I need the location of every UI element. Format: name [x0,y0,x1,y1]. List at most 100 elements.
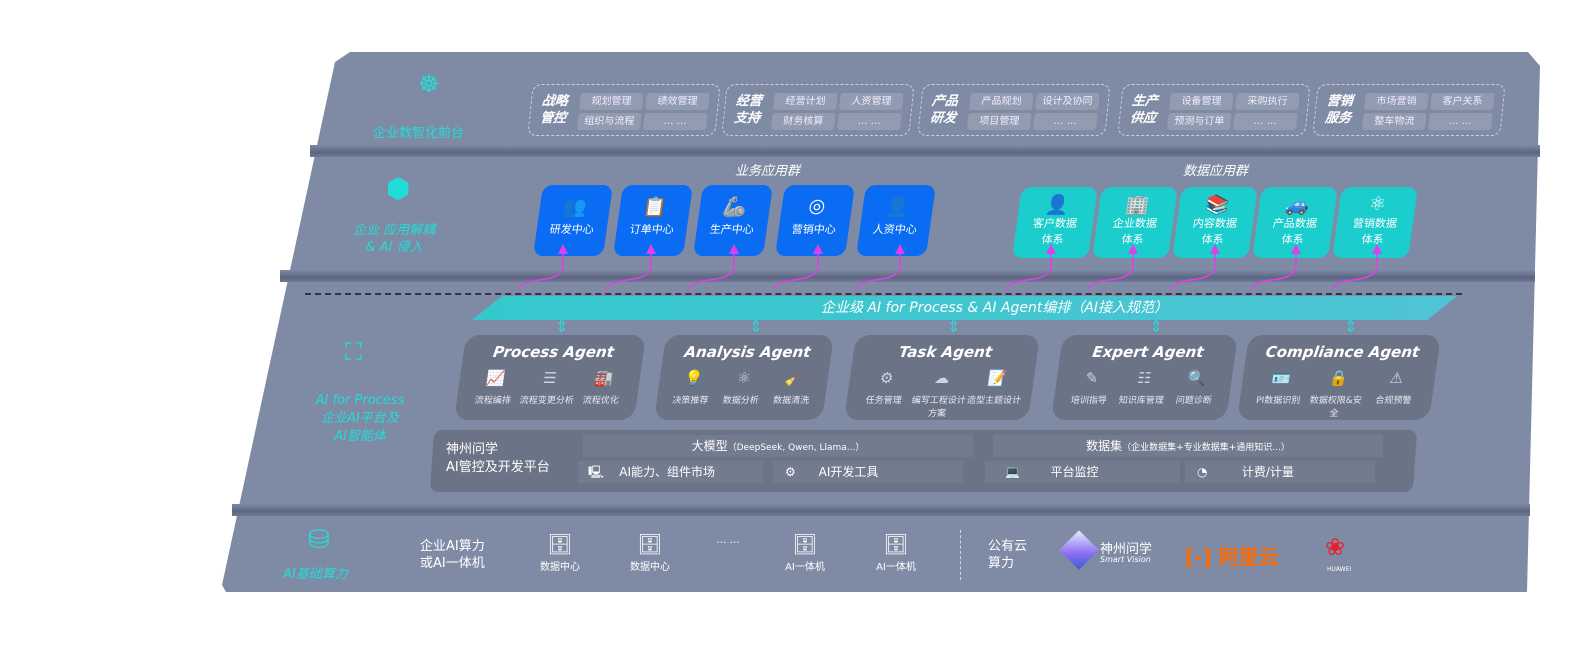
monitoring-bar[interactable]: 💻 平台监控 [985,461,1180,483]
ai-layer-label: AI for Process [315,393,405,408]
compute-layer-label: AI基础算力 [283,567,348,582]
connector-link [1250,248,1297,291]
layer-divider [310,145,1540,157]
arrowhead [895,244,905,254]
server-label: 数据中心 [630,562,670,573]
server-icon: 🗄 [637,532,663,556]
aliyun-logo: [-] 阿里云 [1185,545,1279,569]
agent-capability: 🏭 流程优化 [570,369,635,406]
front-layer-label: 企业数智化前台 [373,126,465,141]
component-market-bar[interactable]: 🖳 AI能力、组件市场 [578,461,763,483]
dev-tools-bar[interactable]: ⚙ AI开发工具 [773,461,963,483]
agent-card[interactable]: Analysis Agent 💡 决策推荐 ⚛ 数据分析 🧹 数据清洗 [654,335,834,420]
capability-label: 数据分析 [721,396,760,406]
component-market-icon: 🖳 [588,465,605,479]
bidirectional-arrow-icon: ⇕ [947,317,961,336]
aliyun-logo-text: 阿里云 [1218,545,1279,569]
connector-link [688,248,735,291]
capability-label: 培训指导 [1069,396,1108,406]
billing-label: 计费/计量 [1241,465,1294,479]
capability-label: 知识库管理 [1117,396,1165,406]
divider [960,530,961,580]
face-scan-icon: ⛶ [345,338,362,366]
bidirectional-arrow-icon: ⇕ [1344,317,1358,336]
dev-tools-icon: ⚙ [785,465,796,479]
shenzhou-logo-sub: Smart Vision [1100,555,1151,564]
dataset-note: （企业数据集+专业数据集+通用知识...） [1122,443,1290,453]
capability-icon: 🔍 [1186,369,1208,387]
arrowhead [1291,244,1301,254]
arrowhead [1372,244,1382,254]
capability-label: 流程变更分析 [518,396,575,406]
capability-label: 编写工程设计方案 [910,396,967,419]
component-market-label: AI能力、组件市场 [619,465,716,479]
arrowhead [1128,244,1138,254]
agent-capability: 📝 造型主题设计 [963,369,1028,406]
huawei-logo-text: HUAWEI [1327,566,1352,573]
connector-link [1331,248,1378,291]
capability-label: PI数据识别 [1255,396,1301,406]
server-label: … … [716,535,740,546]
agent-card[interactable]: Expert Agent ✎ 培训指导 ☷ 知识库管理 🔍 问题诊断 [1051,335,1238,420]
brain-icon: ☸ [418,70,440,98]
server-icon: 🗄 [883,532,909,556]
capability-label: 数据清洗 [772,396,810,406]
dataset-label: 数据集 [1086,439,1123,453]
arrowhead [729,244,739,254]
enterprise-compute-label: 或AI一体机 [420,556,485,571]
arrowhead [1046,244,1056,254]
gauge-icon: ◔ [1197,465,1208,479]
boundary-line [305,293,1462,295]
laptop-icon: 💻 [1005,465,1020,479]
server-item: 🗄 AI一体机 [866,532,926,573]
capability-label: 流程优化 [581,396,620,406]
agent-title: Analysis Agent [683,343,812,361]
capability-label: 造型主题设计 [966,396,1022,406]
platform-title: 神州问学 [446,442,499,457]
capability-label: 流程编排 [473,396,512,406]
connector-link [1005,248,1052,291]
server-label: AI一体机 [785,562,825,573]
agent-title: Task Agent [897,343,994,361]
layer-divider [232,504,1530,516]
platform-title: AI管控及开发平台 [446,460,550,475]
arrowhead [646,244,656,254]
server-icon: 🗄 [547,532,573,556]
capability-icon: ☁ [933,369,951,387]
server-item: 🗄 数据中心 [530,532,590,573]
layer-divider [280,270,1535,282]
billing-bar[interactable]: ◔ 计费/计量 [1185,461,1375,483]
agent-card[interactable]: Task Agent ⚙ 任务管理 ☁ 编写工程设计方案 📝 造型主题设计 [844,335,1040,420]
server-item: 🗄 AI一体机 [775,532,835,573]
connector-link [605,248,652,291]
bidirectional-arrow-icon: ⇕ [555,317,569,336]
public-cloud-label: 公有云 [988,539,1028,554]
model-label: 大模型 [691,439,728,453]
model-bar: 大模型（DeepSeek, Qwen, Llama...） [583,435,973,457]
server-item: 🗄 数据中心 [620,532,680,573]
agent-capability: 🔍 问题诊断 [1163,369,1228,406]
server-label: 数据中心 [540,562,580,573]
capability-icon: 🪪 [1270,369,1292,387]
capability-icon: ⚠ [1388,369,1405,387]
dataset-bar: 数据集（企业数据集+专业数据集+通用知识...） [993,435,1383,457]
business-apps-title: 业务应用群 [735,164,801,179]
server-label: AI一体机 [876,562,916,573]
public-cloud-label: 算力 [988,556,1015,571]
agent-capability: ☁ 编写工程设计方案 [906,369,973,419]
apps-layer-label: & AI 侵入 [365,240,423,255]
agent-title: Expert Agent [1091,343,1205,361]
connector-link [517,248,564,291]
capability-icon: 🧹 [783,369,805,387]
agent-card[interactable]: Compliance Agent 🪪 PI数据识别 🔒 数据权限&安全 ⚠ 合规预警 [1237,335,1441,420]
connector-link [1087,248,1134,291]
ellipsis: … … [698,535,758,546]
arrowhead [1210,244,1220,254]
capability-label: 决策推荐 [671,396,709,406]
server-icon: 🗄 [792,532,818,556]
capability-label: 问题诊断 [1174,396,1213,406]
agent-card[interactable]: Process Agent 📈 流程编排 ☰ 流程变更分析 🏭 流程优化 [454,335,646,420]
agent-capability: 🧹 数据清洗 [760,369,825,406]
